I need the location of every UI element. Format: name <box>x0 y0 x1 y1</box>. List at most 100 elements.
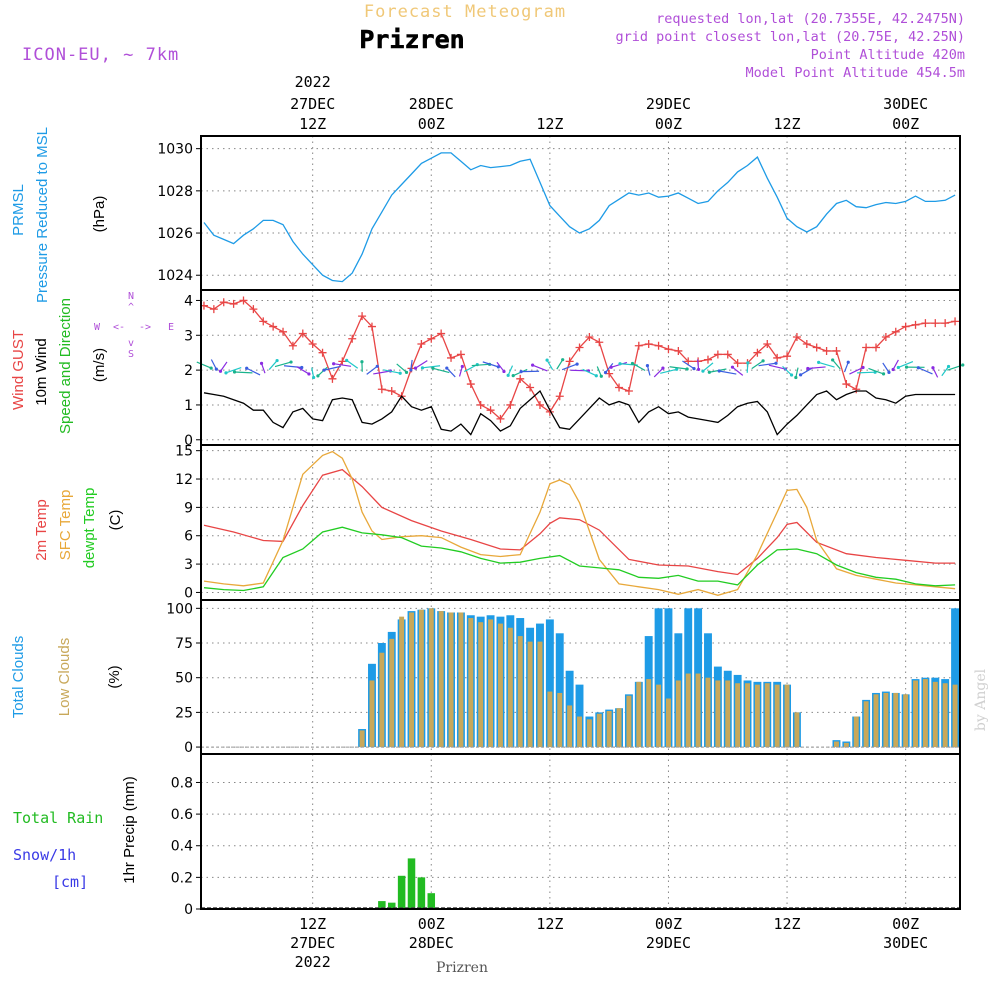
low-clouds-bar <box>586 719 592 748</box>
wind-direction-arrow <box>697 359 700 370</box>
wind-direction-arrow <box>458 366 463 377</box>
wind-direction-arrowhead <box>831 358 835 362</box>
temperature-series-2m-temp <box>203 468 956 576</box>
wind-gust-marker <box>279 327 288 336</box>
wind-direction-arrowhead <box>214 367 218 371</box>
low-clouds-bar <box>636 681 642 748</box>
wind-gust-marker <box>773 353 782 362</box>
panel-temperature: 0 3 6 9 12 15 <box>175 444 961 601</box>
cloud-labels: Total Clouds Low Clouds (%) <box>10 636 123 719</box>
wind-direction-arrowhead <box>300 365 304 370</box>
wind-direction-arrow <box>832 359 841 370</box>
rain-bar <box>417 877 426 909</box>
low-clouds-bar <box>537 641 543 748</box>
wind-direction-arrow <box>782 365 792 376</box>
wind-gust-marker <box>427 334 436 343</box>
low-clouds-bar <box>952 684 958 748</box>
low-clouds-bar <box>774 684 780 748</box>
wind-gust-marker <box>259 317 268 326</box>
wind-direction-arrowhead <box>413 366 418 370</box>
pressure-label-prmsl: PRMSL <box>10 184 27 236</box>
low-clouds-bar <box>725 680 731 748</box>
low-clouds-bar <box>596 713 602 748</box>
wind-gust-marker <box>565 357 574 366</box>
cloud-label-total: Total Clouds <box>10 636 27 719</box>
compass-n: N <box>128 291 134 302</box>
wind-direction-arrowhead <box>645 364 650 368</box>
wind-direction-arrow <box>220 361 228 372</box>
wind-direction-arrowhead <box>946 364 951 369</box>
wind-direction-arrowhead <box>316 374 320 378</box>
wind-gust-marker <box>664 345 673 354</box>
rain-bar <box>378 901 386 909</box>
wind-gust-marker <box>654 341 663 350</box>
wind-gust-marker <box>387 387 396 396</box>
wind-direction-arrow <box>882 362 890 373</box>
wind-gust-marker <box>348 334 357 343</box>
clouds-ytick-label: 100 <box>166 601 193 617</box>
wind-gust-marker <box>526 383 535 392</box>
low-clouds-bar <box>754 684 760 748</box>
wind-gust-marker <box>753 348 762 357</box>
wind-direction-arrowhead <box>460 364 464 369</box>
wind-direction-arrow <box>507 365 514 376</box>
wind-series-10m-wind <box>203 389 956 436</box>
wind-direction-arrow <box>561 363 578 371</box>
wind-gust-marker <box>486 406 495 415</box>
wind-gust-marker <box>713 350 722 359</box>
wind-gust-marker <box>535 400 544 409</box>
wind-direction-arrow <box>317 366 328 377</box>
low-clouds-bar <box>458 612 464 748</box>
low-clouds-bar <box>359 730 365 748</box>
wind-direction-arrowhead <box>707 370 711 374</box>
wind-direction-arrow <box>596 366 602 377</box>
wind-direction-arrow <box>496 361 505 372</box>
total-clouds-bar <box>555 633 564 748</box>
bottom-time-label: 28DEC <box>409 934 454 952</box>
wind-direction-arrowhead <box>594 374 598 378</box>
low-clouds-bar <box>675 680 681 748</box>
wind-direction-arrowhead <box>445 366 449 370</box>
wind-direction-arrowhead <box>209 366 213 370</box>
low-clouds-bar <box>843 742 849 748</box>
top-time-label: 12Z <box>536 115 563 133</box>
low-clouds-bar <box>764 683 770 748</box>
bottom-time-label: 00Z <box>418 915 445 933</box>
wind-gust-marker <box>931 319 940 328</box>
temperature-ytick-label: 9 <box>184 500 193 516</box>
temperature-ytick-label: 0 <box>184 585 193 601</box>
wind-direction-arrowhead <box>545 358 549 362</box>
temperature-frame <box>200 444 961 601</box>
wind-direction-arrow <box>751 360 764 370</box>
cloud-unit: (%) <box>106 665 123 688</box>
wind-gust-marker <box>812 343 821 352</box>
wind-direction-arrow <box>941 366 950 377</box>
temp-label-2m: 2m Temp <box>33 499 50 560</box>
wind-gust-marker <box>466 380 475 389</box>
wind-gust-marker <box>298 329 307 338</box>
low-clouds-bar <box>468 618 474 748</box>
wind-direction-arrowhead <box>506 373 510 377</box>
clouds-ytick-label: 50 <box>175 671 193 687</box>
top-time-label: 28DEC <box>409 95 454 113</box>
wind-gust-marker <box>595 338 604 347</box>
wind-direction-arrow <box>732 366 744 376</box>
top-time-label: 30DEC <box>883 95 928 113</box>
low-clouds-bar <box>893 692 899 748</box>
low-clouds-bar <box>488 619 494 748</box>
wind-direction-arrow <box>415 360 428 369</box>
low-clouds-bar <box>507 627 513 748</box>
wind-gust-marker <box>476 400 485 409</box>
wind-direction-arrow <box>746 362 749 373</box>
wind-direction-arrowhead <box>685 367 689 371</box>
low-clouds-bar <box>567 705 573 748</box>
low-clouds-bar <box>715 680 721 748</box>
low-clouds-bar <box>735 683 741 748</box>
low-clouds-bar <box>626 695 632 748</box>
wind-direction-arrow <box>422 365 441 369</box>
location-title: Prizren <box>359 25 464 54</box>
wind-direction-arrow <box>210 359 217 370</box>
low-clouds-bar <box>497 623 503 748</box>
wind-direction-arrow <box>432 367 450 374</box>
